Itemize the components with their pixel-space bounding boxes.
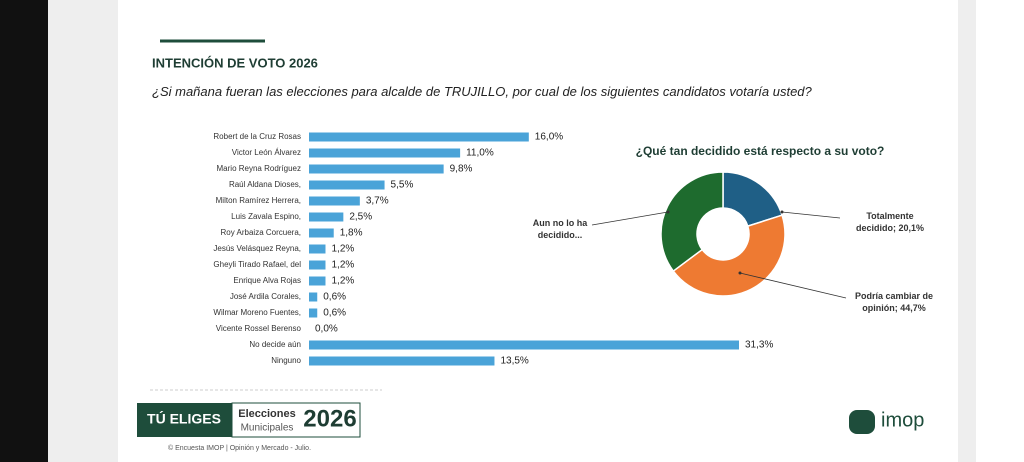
value-label: 11,0% <box>466 148 494 159</box>
value-label: 1,2% <box>331 276 354 287</box>
category-label: Gheyli Tirado Rafael, del <box>213 260 301 269</box>
category-label: Vicente Rossel Berenso <box>216 324 302 333</box>
page-title: INTENCIÓN DE VOTO 2026 <box>152 55 318 70</box>
chart-title: ¿Qué tan decidido está respecto a su vot… <box>636 144 885 158</box>
bar <box>309 340 739 350</box>
badge-box <box>137 403 232 437</box>
brand-name: imop <box>881 409 924 431</box>
value-label: 1,8% <box>340 228 363 239</box>
bar <box>309 196 360 206</box>
leader-line <box>591 211 669 226</box>
election-line1: Elecciones <box>238 408 295 420</box>
value-label: 13,5% <box>500 356 528 367</box>
donut-slice <box>672 214 786 297</box>
value-label: 1,2% <box>331 260 354 271</box>
bar <box>309 212 344 222</box>
value-label: 5,5% <box>391 180 414 191</box>
bar <box>309 180 385 190</box>
category-label: Jesús Velásquez Reyna, <box>213 244 301 253</box>
value-label: 31,3% <box>745 340 773 351</box>
category-label: Enrique Alva Rojas <box>233 276 301 285</box>
badge-text: TÚ ELIGES <box>147 410 221 427</box>
category-label: Roy Arbaiza Corcuera, <box>221 228 301 237</box>
election-box <box>231 402 361 438</box>
slice-label: Totalmente decidido; 20,1% <box>855 211 925 233</box>
right-margin <box>958 0 976 462</box>
leader-dot <box>666 210 670 214</box>
leader-line <box>739 272 847 299</box>
category-label: No decide aún <box>249 340 301 349</box>
category-label: Ninguno <box>271 356 301 365</box>
bar <box>309 276 326 286</box>
election-year: 2026 <box>303 405 356 432</box>
bar <box>309 308 318 318</box>
value-label: 1,2% <box>331 244 354 255</box>
leader-dot <box>780 210 784 214</box>
category-label: Raúl Aldana Dioses, <box>229 180 301 189</box>
bar <box>309 132 529 142</box>
chart-title: ¿Si mañana fueran las elecciones para al… <box>152 84 812 99</box>
category-label: Victor León Álvarez <box>232 148 301 157</box>
category-label: Milton Ramírez Herrera, <box>216 196 301 205</box>
value-label: 3,7% <box>366 196 389 207</box>
value-label: 9,8% <box>450 164 473 175</box>
credit: © Encuesta IMOP | Opinión y Mercado - Ju… <box>168 444 311 452</box>
category-label: José Ardila Corales, <box>230 292 301 301</box>
bar <box>309 260 326 270</box>
bar <box>309 244 326 254</box>
value-label: 2,5% <box>349 212 372 223</box>
bar <box>309 228 334 238</box>
leader-line <box>781 211 841 219</box>
value-label: 0,6% <box>323 308 346 319</box>
category-label: Wilmar Moreno Fuentes, <box>213 308 301 317</box>
category-label: Mario Reyna Rodríguez <box>217 164 301 173</box>
slice-label: Podría cambiar de opinión; 44,7% <box>854 291 934 313</box>
bar <box>309 356 495 366</box>
value-label: 0,6% <box>323 292 346 303</box>
value-label: 0,0% <box>315 324 338 335</box>
left-edge <box>0 0 48 462</box>
leader-dot <box>738 271 742 275</box>
slice-label: Aun no lo ha decidido... <box>532 218 588 240</box>
category-label: Robert de la Cruz Rosas <box>213 132 301 141</box>
bar <box>309 164 444 174</box>
bar <box>309 148 461 158</box>
election-line2: Municipales <box>241 423 294 434</box>
category-label: Luis Zavala Espino, <box>231 212 301 221</box>
left-margin <box>48 0 118 462</box>
value-label: 16,0% <box>535 132 563 143</box>
bar <box>309 292 318 302</box>
brand-icon <box>849 410 875 434</box>
donut-slice <box>660 171 724 273</box>
